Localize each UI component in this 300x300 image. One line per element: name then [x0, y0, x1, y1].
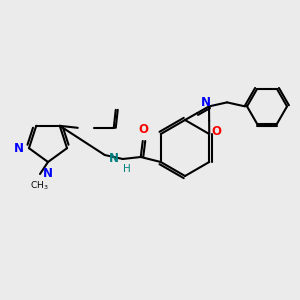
- Text: N: N: [14, 142, 24, 155]
- Text: N: N: [201, 96, 211, 109]
- Text: N: N: [109, 152, 119, 164]
- Text: O: O: [139, 123, 149, 136]
- Text: O: O: [211, 125, 221, 138]
- Text: H: H: [123, 164, 130, 174]
- Text: N: N: [43, 167, 53, 180]
- Text: CH$_3$: CH$_3$: [30, 180, 48, 193]
